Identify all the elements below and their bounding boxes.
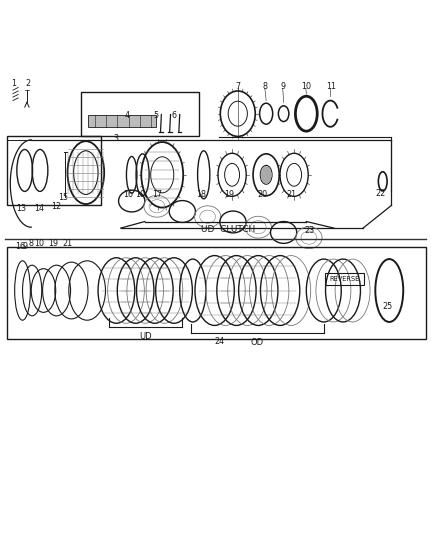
- Text: 17: 17: [152, 190, 162, 199]
- Text: 10: 10: [301, 82, 311, 91]
- Text: 12: 12: [52, 202, 62, 211]
- Text: 3: 3: [114, 134, 119, 143]
- Text: REVERSE: REVERSE: [329, 276, 360, 282]
- Text: OD: OD: [251, 338, 264, 347]
- Text: 16: 16: [15, 242, 25, 251]
- Text: 20: 20: [258, 190, 268, 199]
- Text: 21: 21: [62, 239, 72, 248]
- Text: 19: 19: [48, 239, 58, 248]
- Text: 16: 16: [123, 190, 133, 199]
- Text: 7: 7: [235, 82, 240, 91]
- Text: 14: 14: [34, 204, 44, 213]
- Text: 10: 10: [34, 239, 44, 248]
- Bar: [7, 247, 426, 338]
- Text: UD  CLUTCH: UD CLUTCH: [201, 225, 255, 235]
- Text: UD: UD: [139, 332, 152, 341]
- Text: 8: 8: [262, 82, 267, 91]
- Bar: [88, 115, 155, 127]
- Text: 2: 2: [25, 79, 30, 88]
- Text: 1: 1: [11, 79, 16, 88]
- Text: 9: 9: [280, 82, 285, 91]
- Text: 11: 11: [326, 82, 336, 91]
- Text: 6: 6: [172, 111, 177, 120]
- Text: 24: 24: [214, 337, 224, 346]
- Bar: [325, 272, 364, 285]
- Text: 22: 22: [376, 189, 386, 198]
- Text: 15: 15: [58, 193, 68, 202]
- Text: 21: 21: [286, 190, 296, 199]
- Text: 10: 10: [135, 190, 145, 199]
- Text: 9: 9: [23, 242, 28, 251]
- Text: 19: 19: [224, 190, 234, 199]
- Text: 13: 13: [17, 204, 27, 213]
- Text: 5: 5: [153, 111, 158, 120]
- Bar: [7, 135, 101, 205]
- Text: 25: 25: [382, 302, 392, 311]
- Ellipse shape: [261, 166, 272, 183]
- Text: 23: 23: [305, 226, 315, 235]
- Text: 8: 8: [29, 239, 34, 248]
- Bar: [81, 92, 199, 135]
- Text: 18: 18: [196, 190, 206, 199]
- Text: 4: 4: [125, 111, 130, 120]
